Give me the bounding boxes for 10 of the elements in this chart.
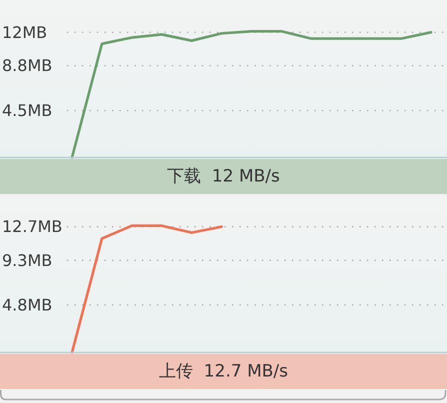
y-tick-label: 8.8MB [2,56,52,76]
y-tick-label: 12MB [2,22,48,42]
y-tick-label: 4.8MB [2,295,52,314]
y-tick-label: 4.5MB [2,101,52,120]
x-axis-title: 下载 12 MB/s [167,166,280,186]
y-tick-label: 12.7MB [2,217,62,236]
y-tick-label: 9.3MB [2,250,52,270]
line-series [70,224,223,354]
x-axis-title: 上传 12.7 MB/s [159,362,288,382]
line-series [70,30,432,159]
